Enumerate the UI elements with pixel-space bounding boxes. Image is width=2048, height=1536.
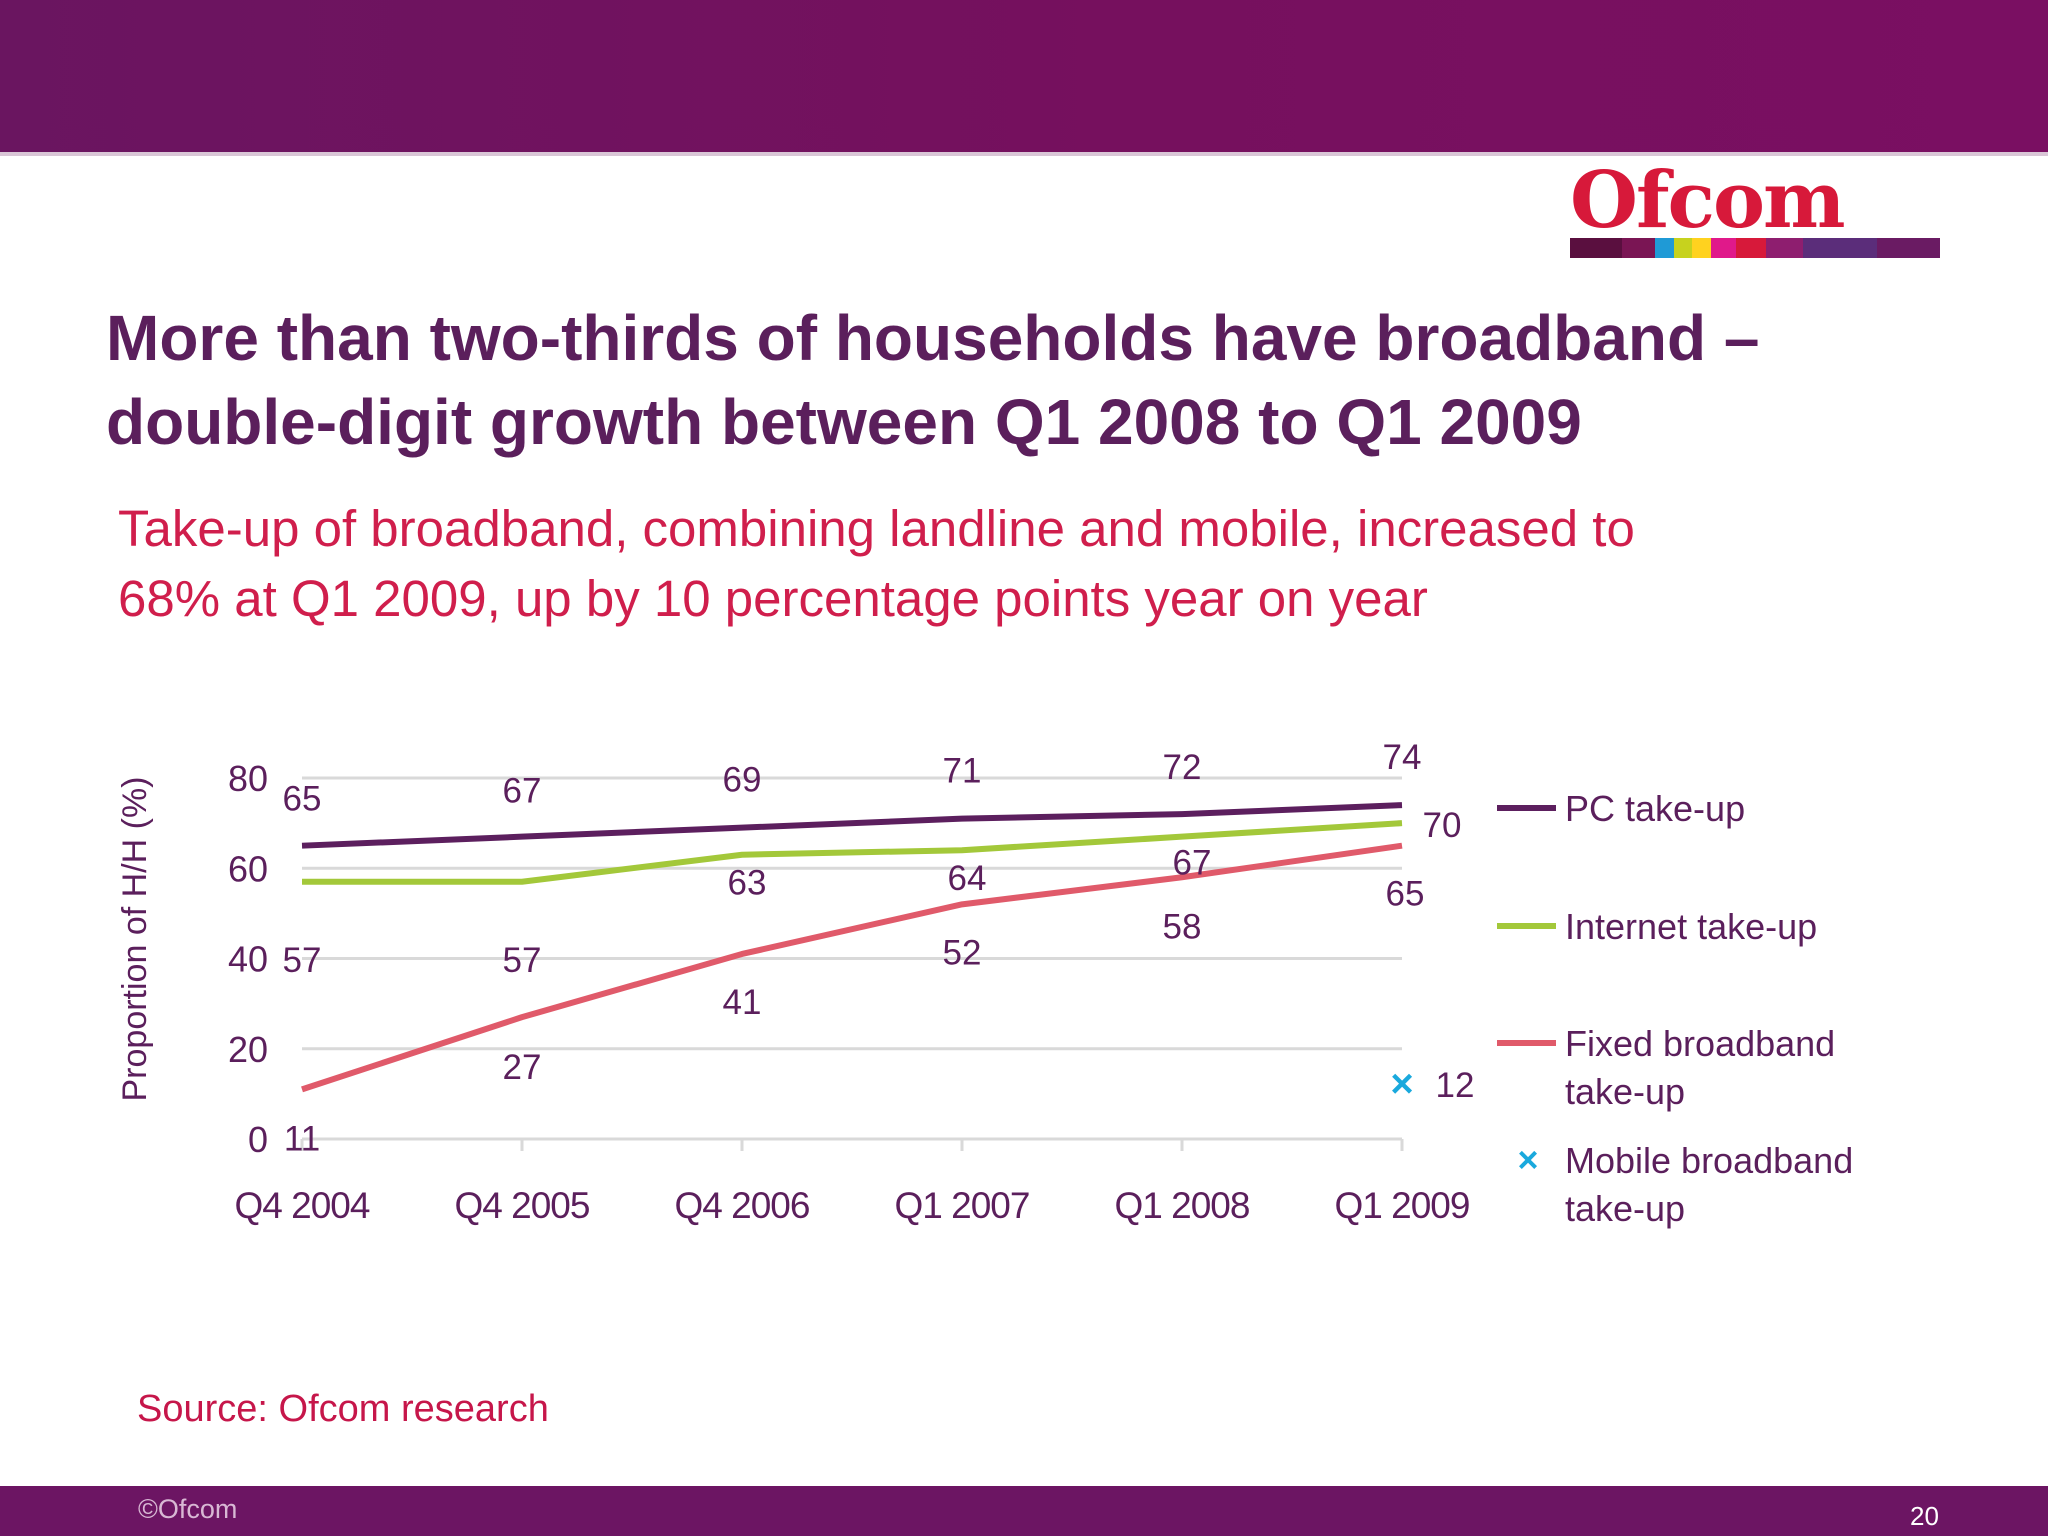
- data-label: 63: [728, 864, 767, 903]
- series-lines: ×: [301, 802, 1414, 1106]
- slide-title: More than two-thirds of households have …: [106, 296, 2006, 464]
- legend-marker: ×: [1517, 1139, 1538, 1180]
- x-tick-labels: Q4 2004 Q4 2005 Q4 2006 Q1 2007 Q1 2008 Q1 20…: [235, 1185, 1471, 1226]
- logo-color-segment: [1570, 238, 1622, 258]
- series-line: [301, 842, 1403, 1093]
- legend-label: Fixed broadband: [1565, 1023, 1835, 1064]
- data-label: 12: [1436, 1066, 1475, 1105]
- logo-color-segment: [1692, 238, 1711, 258]
- data-label: 72: [1163, 748, 1202, 787]
- banner-divider: [0, 152, 2048, 156]
- title-line-2: double-digit growth between Q1 2008 to Q…: [106, 386, 1582, 458]
- x-tick-label: Q1 2007: [895, 1185, 1030, 1226]
- data-label: 27: [503, 1048, 542, 1087]
- data-label: 67: [503, 772, 542, 811]
- y-tick-label: 60: [228, 848, 268, 889]
- legend-label: Internet take-up: [1565, 906, 1817, 947]
- data-label: 57: [503, 941, 542, 980]
- data-label: 52: [943, 933, 982, 972]
- series-line: [301, 802, 1403, 849]
- data-label: 58: [1163, 907, 1202, 946]
- source-note: Source: Ofcom research: [137, 1388, 549, 1430]
- y-tick-label: 80: [228, 758, 268, 799]
- y-tick-label: 20: [228, 1029, 268, 1070]
- logo-color-segment: [1877, 238, 1940, 258]
- logo-color-segment: [1803, 238, 1878, 258]
- data-labels: 65 67 69 71 72 74 57 57 63 64 67 70 11 27 41 52 58 65 12: [283, 740, 1475, 1158]
- logo-color-segment: [1673, 238, 1693, 258]
- logo-color-segment: [1766, 238, 1804, 258]
- logo-color-bar: [1570, 238, 1940, 258]
- data-label: 41: [723, 983, 762, 1022]
- ofcom-logo: Ofcom: [1570, 156, 1946, 262]
- x-tick-label: Q4 2006: [675, 1185, 810, 1226]
- y-tick-label: 40: [228, 939, 268, 980]
- logo-color-segment: [1621, 238, 1656, 258]
- data-label: 64: [948, 859, 987, 898]
- legend-label: take-up: [1565, 1071, 1685, 1112]
- data-label: 65: [283, 780, 322, 819]
- logo-wordmark: Ofcom: [1570, 155, 1846, 246]
- legend-label: PC take-up: [1565, 788, 1745, 829]
- data-label: 69: [723, 761, 762, 800]
- data-label: 67: [1173, 844, 1212, 883]
- data-label: 11: [284, 1119, 320, 1158]
- copyright-text: ©Ofcom: [138, 1494, 238, 1524]
- legend-label: take-up: [1565, 1188, 1685, 1229]
- logo-color-segment: [1710, 238, 1737, 258]
- mobile-broadband-marker: ×: [1390, 1062, 1413, 1106]
- x-tick-label: Q1 2008: [1115, 1185, 1250, 1226]
- data-label: 70: [1423, 806, 1462, 845]
- subtitle-line-2: 68% at Q1 2009, up by 10 percentage poin…: [118, 570, 1428, 627]
- subtitle-line-1: Take-up of broadband, combining landline…: [118, 500, 1635, 557]
- logo-color-segment: [1655, 238, 1674, 258]
- x-tick-label: Q4 2004: [235, 1185, 370, 1226]
- x-tick-label: Q1 2009: [1335, 1185, 1470, 1226]
- data-label: 74: [1383, 740, 1422, 777]
- x-tick-label: Q4 2005: [455, 1185, 590, 1226]
- title-line-1: More than two-thirds of households have …: [106, 302, 1760, 374]
- data-label: 57: [283, 941, 322, 980]
- legend: PC take-up Internet take-up Fixed broadban…: [1497, 788, 1853, 1229]
- data-label: 65: [1386, 875, 1425, 914]
- logo-color-segment: [1736, 238, 1767, 258]
- slide-subtitle: Take-up of broadband, combining landline…: [118, 494, 1998, 634]
- top-banner: [0, 0, 2048, 152]
- y-tick-labels: 0 20 40 60 80: [228, 758, 268, 1160]
- gridlines: [302, 776, 1402, 1051]
- page-number: 20: [1910, 1501, 1939, 1531]
- y-axis-label: Proportion of H/H (%): [116, 777, 154, 1102]
- data-label: 71: [943, 752, 982, 791]
- footer-banner: [0, 1486, 2048, 1536]
- line-chart: 0 20 40 60 80 Q4 2004 Q4 2005 Q4 2006 Q1 2007 Q1…: [116, 740, 1853, 1229]
- x-axis: [300, 1137, 1404, 1151]
- series-line: [302, 820, 1403, 885]
- legend-label: Mobile broadband: [1565, 1140, 1853, 1181]
- y-tick-label: 0: [248, 1119, 268, 1160]
